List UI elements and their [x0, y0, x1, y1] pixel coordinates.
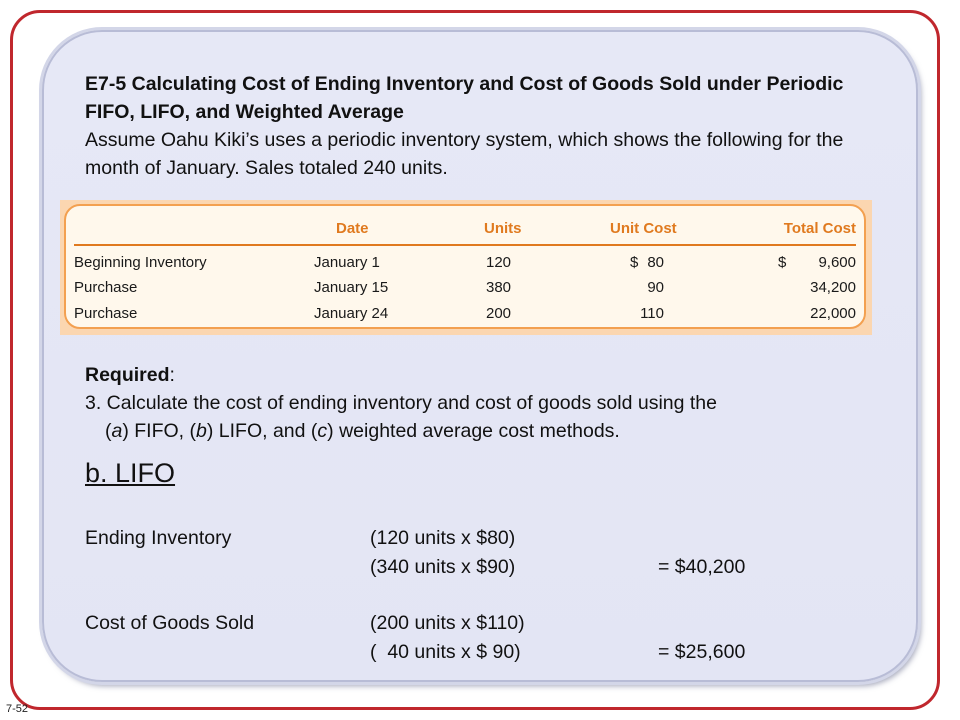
row-label: Purchase	[74, 305, 138, 322]
ending-inventory-line1: (120 units x $80)	[370, 527, 516, 549]
required-word: Required	[85, 364, 170, 386]
method-a-open: (	[105, 420, 112, 442]
row-total-cost: 34,200	[810, 279, 856, 296]
row-label: Beginning Inventory	[74, 254, 207, 271]
cogs-line1: (200 units x $110)	[370, 612, 525, 634]
method-b-letter: b	[196, 420, 207, 442]
method-a-text: ) FIFO, (	[122, 420, 197, 442]
method-c-letter: c	[317, 420, 328, 442]
required-label: Required:	[85, 361, 875, 389]
exercise-title: E7-5 Calculating Cost of Ending Inventor…	[85, 73, 844, 123]
row-total-cost: 9,600	[818, 254, 856, 271]
slide-number: 7-52	[6, 703, 29, 715]
method-a-letter: a	[111, 420, 123, 442]
ending-inventory-line2: (340 units x $90)	[370, 556, 516, 578]
required-item: 3. Calculate the cost of ending inventor…	[85, 389, 875, 445]
row-total-cost-symbol: $	[778, 254, 787, 271]
required-item-text: 3. Calculate the cost of ending inventor…	[85, 392, 717, 414]
row-total-cost: 22,000	[810, 305, 856, 322]
row-units: 380	[486, 279, 512, 296]
ending-inventory-result: = $40,200	[658, 556, 746, 578]
exercise-intro: Assume Oahu Kiki’s uses a periodic inven…	[85, 129, 844, 179]
row-unit-cost: 110	[640, 305, 664, 322]
cogs-label: Cost of Goods Sold	[85, 612, 255, 634]
method-b-text: ) LIFO, and (	[206, 420, 318, 442]
required-item-methods: (a) FIFO, (b) LIFO, and (c) weighted ave…	[85, 420, 620, 442]
header-rule	[74, 244, 856, 246]
inventory-table-body: Date Units Unit Cost Total Cost Beginnin…	[64, 204, 866, 329]
row-units: 200	[486, 305, 512, 322]
row-date: January 24	[314, 305, 389, 322]
method-c-text: ) weighted average cost methods.	[327, 420, 620, 442]
row-unit-cost: 80	[647, 254, 664, 271]
ending-inventory-label: Ending Inventory	[85, 527, 232, 549]
row-date: January 15	[314, 279, 389, 296]
row-label: Purchase	[74, 279, 138, 296]
cogs-line2: ( 40 units x $ 90)	[370, 641, 521, 663]
header-date: Date	[336, 220, 369, 237]
row-unit-cost: 90	[647, 279, 664, 296]
required-colon: :	[169, 364, 175, 386]
solution-heading: b. LIFO	[85, 458, 176, 488]
header-total-cost: Total Cost	[783, 220, 856, 237]
content-panel	[42, 30, 918, 682]
cogs-result: = $25,600	[658, 641, 746, 663]
row-units: 120	[486, 254, 512, 271]
row-date: January 1	[314, 254, 380, 271]
header-units: Units	[484, 220, 522, 237]
row-unit-cost-symbol: $	[630, 254, 639, 271]
header-unit-cost: Unit Cost	[610, 220, 677, 237]
inventory-table: Date Units Unit Cost Total Cost Beginnin…	[60, 200, 872, 335]
